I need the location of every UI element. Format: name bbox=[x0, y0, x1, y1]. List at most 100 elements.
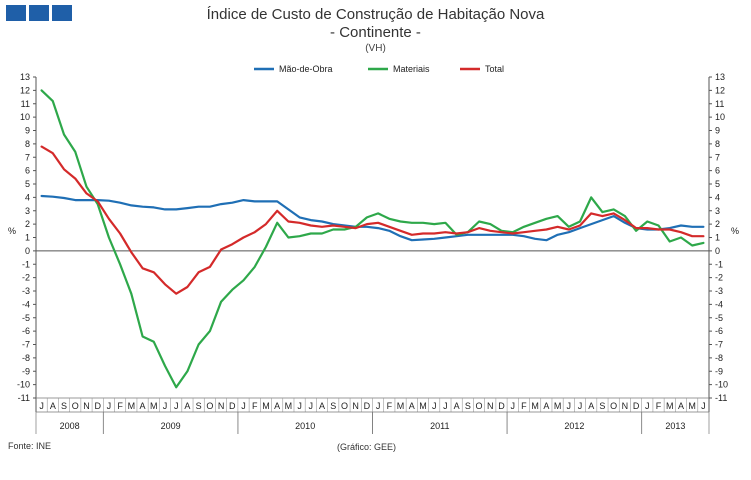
month-label: A bbox=[274, 401, 280, 411]
month-label: J bbox=[578, 401, 583, 411]
month-label: F bbox=[117, 401, 123, 411]
month-label: S bbox=[196, 401, 202, 411]
series-line-materiais bbox=[40, 89, 705, 389]
month-label: F bbox=[521, 401, 527, 411]
month-label: J bbox=[297, 401, 302, 411]
month-label: A bbox=[588, 401, 594, 411]
legend-entry: Total bbox=[485, 64, 504, 74]
graphic-note: (Gráfico: GEE) bbox=[337, 442, 397, 452]
month-label: J bbox=[701, 401, 706, 411]
y-tick-label-left: -11 bbox=[18, 393, 30, 403]
y-tick-label-right: -10 bbox=[715, 380, 728, 390]
month-label: D bbox=[633, 401, 640, 411]
chart-title: Índice de Custo de Construção de Habitaç… bbox=[206, 6, 545, 23]
y-tick-label-right: -2 bbox=[715, 273, 723, 283]
month-label: S bbox=[330, 401, 336, 411]
month-label: J bbox=[241, 401, 246, 411]
logo-block-2 bbox=[29, 5, 49, 21]
y-tick-label-right: 6 bbox=[715, 166, 720, 176]
month-label: J bbox=[174, 401, 179, 411]
y-tick-label-right: -4 bbox=[715, 299, 723, 309]
y-tick-label-left: 10 bbox=[20, 112, 30, 122]
year-label: 2008 bbox=[60, 421, 80, 431]
y-tick-label-right: -5 bbox=[715, 313, 723, 323]
month-label: M bbox=[285, 401, 293, 411]
y-tick-label-right: 7 bbox=[715, 152, 720, 162]
month-label: A bbox=[319, 401, 325, 411]
y-tick-label-left: 8 bbox=[25, 139, 30, 149]
y-tick-label-left: 4 bbox=[25, 192, 30, 202]
month-label: J bbox=[645, 401, 650, 411]
month-label: J bbox=[107, 401, 112, 411]
y-tick-label-left: -3 bbox=[22, 286, 30, 296]
y-tick-label-right: 13 bbox=[715, 72, 725, 82]
year-label: 2010 bbox=[295, 421, 315, 431]
month-label: M bbox=[531, 401, 539, 411]
month-label: M bbox=[150, 401, 158, 411]
y-tick-label-right: 1 bbox=[715, 233, 720, 243]
month-label: J bbox=[567, 401, 572, 411]
month-label: F bbox=[252, 401, 258, 411]
y-tick-label-right: 9 bbox=[715, 126, 720, 136]
month-label: M bbox=[419, 401, 427, 411]
y-tick-label-right: 4 bbox=[715, 192, 720, 202]
month-label: A bbox=[454, 401, 460, 411]
month-label: D bbox=[364, 401, 371, 411]
month-label: M bbox=[128, 401, 136, 411]
chart-subtitle: - Continente - bbox=[330, 24, 421, 41]
month-label: A bbox=[543, 401, 549, 411]
chart-unit-note: (VH) bbox=[365, 43, 386, 54]
month-label: J bbox=[163, 401, 168, 411]
y-tick-label-left: 7 bbox=[25, 152, 30, 162]
logo-block-3 bbox=[52, 5, 72, 21]
y-tick-label-left: -7 bbox=[22, 340, 30, 350]
month-label: N bbox=[352, 401, 359, 411]
chart-title-block: Índice de Custo de Construção de Habitaç… bbox=[0, 6, 751, 55]
month-label: J bbox=[432, 401, 437, 411]
month-label: A bbox=[184, 401, 190, 411]
month-label: J bbox=[376, 401, 381, 411]
logo-block-1 bbox=[6, 5, 26, 21]
y-tick-label-right: 0 bbox=[715, 246, 720, 256]
month-label: S bbox=[61, 401, 67, 411]
y-tick-label-left: 11 bbox=[21, 99, 30, 109]
month-label: M bbox=[688, 401, 696, 411]
year-label: 2009 bbox=[161, 421, 181, 431]
y-tick-label-left: -6 bbox=[22, 326, 30, 336]
month-label: N bbox=[487, 401, 494, 411]
series-line-mao-de-obra bbox=[40, 194, 705, 242]
y-tick-label-right: -6 bbox=[715, 326, 723, 336]
month-label: N bbox=[622, 401, 629, 411]
y-tick-label-right: -9 bbox=[715, 366, 723, 376]
month-label: J bbox=[510, 401, 515, 411]
year-label: 2012 bbox=[564, 421, 584, 431]
y-tick-label-left: 2 bbox=[25, 219, 30, 229]
y-tick-label-left: -10 bbox=[17, 380, 30, 390]
source-note: Fonte: INE bbox=[8, 441, 52, 451]
month-label: A bbox=[50, 401, 56, 411]
y-tick-label-left: 12 bbox=[20, 85, 30, 95]
legend-entry: Materiais bbox=[393, 64, 430, 74]
month-label: M bbox=[666, 401, 674, 411]
series-line-total bbox=[40, 145, 705, 295]
y-tick-label-left: 6 bbox=[25, 166, 30, 176]
y-tick-label-left: -1 bbox=[22, 259, 30, 269]
y-tick-label-left: -5 bbox=[22, 313, 30, 323]
month-label: O bbox=[72, 401, 79, 411]
month-label: M bbox=[554, 401, 562, 411]
month-label: J bbox=[39, 401, 44, 411]
month-label: S bbox=[599, 401, 605, 411]
y-tick-label-right: 8 bbox=[715, 139, 720, 149]
y-tick-label-left: 13 bbox=[20, 72, 30, 82]
y-tick-label-right: -7 bbox=[715, 340, 723, 350]
y-tick-label-right: 3 bbox=[715, 206, 720, 216]
month-label: N bbox=[218, 401, 225, 411]
y-tick-label-right: 2 bbox=[715, 219, 720, 229]
month-label: M bbox=[397, 401, 405, 411]
month-label: O bbox=[476, 401, 483, 411]
month-label: D bbox=[229, 401, 236, 411]
y-tick-label-right: 12 bbox=[715, 85, 725, 95]
month-label: O bbox=[341, 401, 348, 411]
month-label: D bbox=[94, 401, 101, 411]
month-label: S bbox=[465, 401, 471, 411]
